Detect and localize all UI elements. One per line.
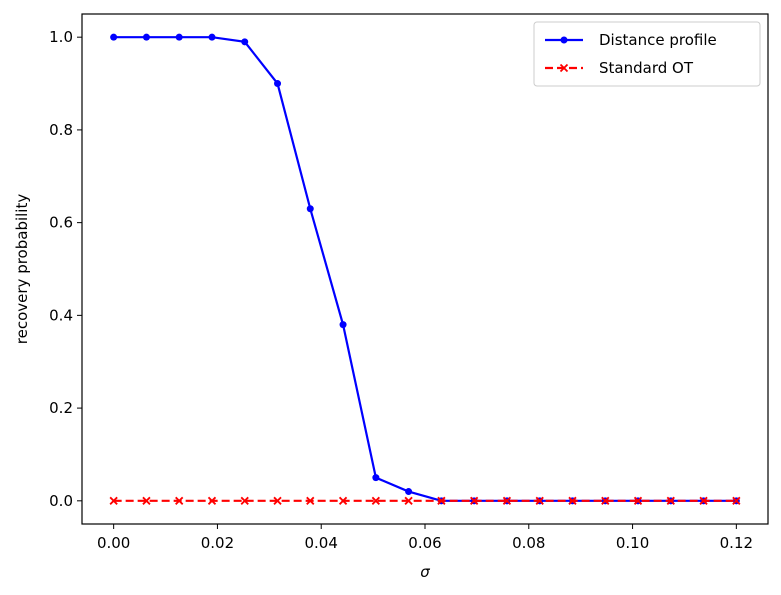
data-point [732,496,741,505]
data-point [175,496,184,505]
data-point [175,33,183,41]
data-point [437,496,446,505]
x-tick-label: 0.08 [512,534,545,552]
x-tick-label: 0.12 [720,534,753,552]
y-tick-label: 1.0 [49,28,73,46]
y-tick-label: 0.4 [49,306,73,324]
data-point [109,496,118,505]
x-tick-label: 0.00 [97,534,130,552]
data-point [274,80,282,88]
data-point [405,488,413,496]
data-point [601,496,610,505]
legend-swatch-marker [559,63,569,73]
y-tick-label: 0.0 [49,492,73,510]
data-point [338,496,348,505]
data-point [372,474,380,482]
y-tick-label: 0.6 [49,214,73,232]
x-tick-label: 0.04 [305,534,338,552]
data-point [273,496,282,505]
legend-entries: Distance profile Standard OT [545,31,717,77]
data-point [241,38,249,46]
data-point [240,496,249,505]
legend-entry: Distance profile [545,31,717,49]
legend-entry: Standard OT [545,59,694,77]
data-point [306,205,314,213]
data-point [306,496,315,505]
data-point [568,496,577,505]
data-point [339,321,347,329]
data-point [371,496,380,505]
data-point [142,33,150,41]
data-point [535,496,544,505]
data-point [404,496,413,505]
data-point [208,33,216,41]
x-tick-label: 0.06 [408,534,441,552]
x-tick-label: 0.10 [616,534,649,552]
legend-label: Distance profile [599,31,717,49]
y-axis-title: recovery probability [13,194,31,345]
y-tick-label: 0.2 [49,399,73,417]
x-axis: 0.00 0.02 0.04 0.06 0.08 0.10 0.12 [97,524,753,552]
x-tick-label: 0.02 [201,534,234,552]
legend: Distance profile Standard OT [533,21,761,87]
data-point [633,496,643,505]
legend-label: Standard OT [599,59,694,77]
series-standard-ot [109,496,741,505]
data-point [110,33,118,41]
data-point [470,496,479,505]
data-point [142,496,151,505]
plot-background [82,14,768,524]
legend-swatch-marker [560,36,568,44]
y-tick-label: 0.8 [49,121,73,139]
legend-box [533,21,761,87]
series-layer [109,33,741,505]
y-axis: 0.0 0.2 0.4 0.6 0.8 1.0 [49,28,82,510]
data-point [502,496,512,505]
data-point [207,496,217,505]
data-point [699,496,708,505]
x-axis-title: σ [420,563,430,581]
data-point [666,496,675,505]
